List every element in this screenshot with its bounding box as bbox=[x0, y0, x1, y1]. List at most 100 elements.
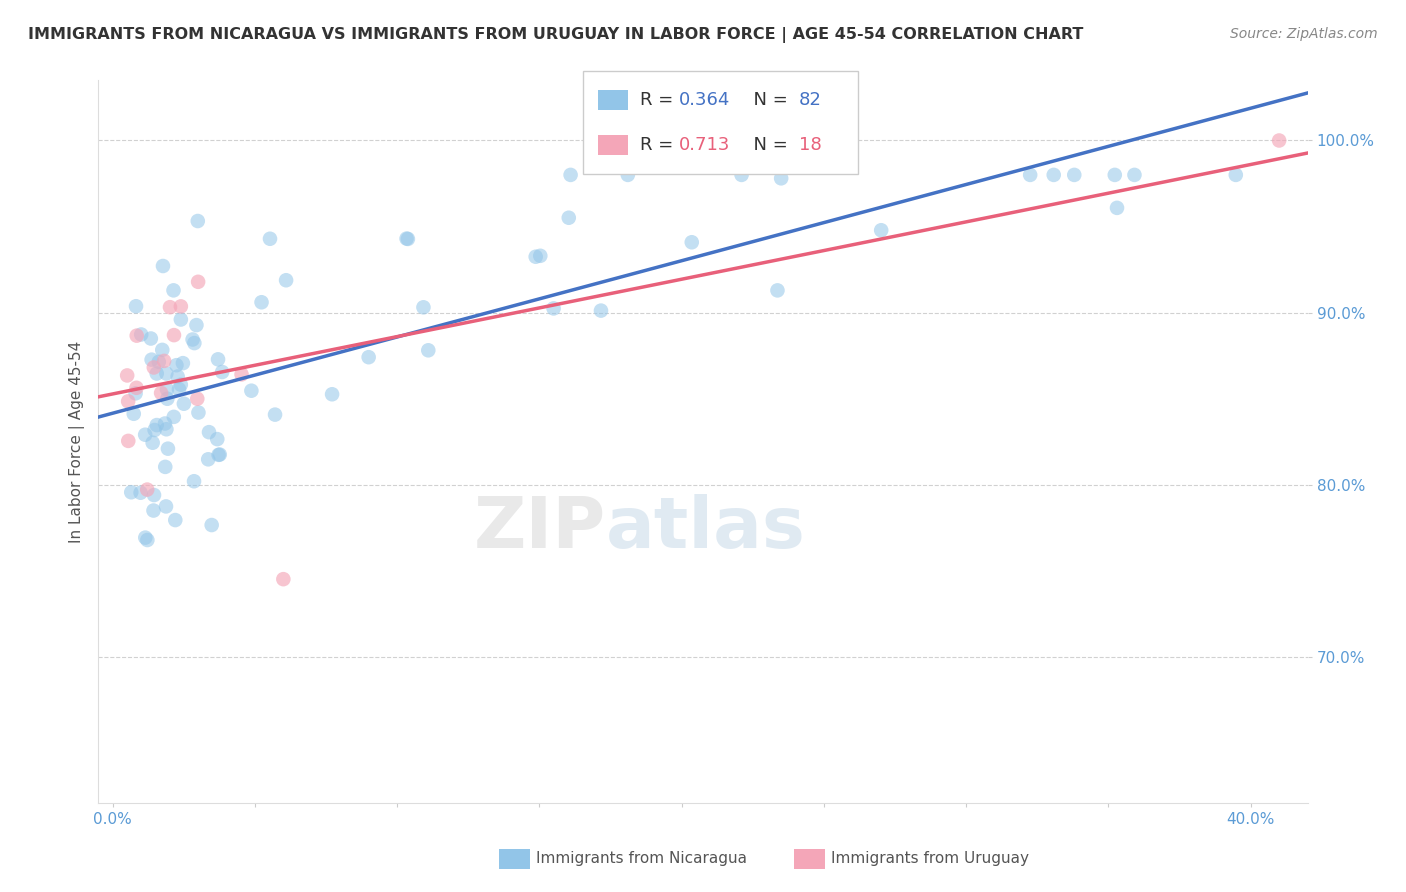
Text: IMMIGRANTS FROM NICARAGUA VS IMMIGRANTS FROM URUGUAY IN LABOR FORCE | AGE 45-54 : IMMIGRANTS FROM NICARAGUA VS IMMIGRANTS … bbox=[28, 27, 1084, 43]
Point bbox=[173, 397, 195, 411]
Point bbox=[197, 452, 219, 467]
Point bbox=[163, 409, 186, 424]
Point bbox=[187, 214, 209, 228]
Point bbox=[142, 360, 165, 375]
Text: Immigrants from Nicaragua: Immigrants from Nicaragua bbox=[536, 851, 747, 865]
Point bbox=[143, 488, 166, 502]
Point bbox=[1225, 168, 1247, 182]
Point bbox=[207, 448, 229, 462]
Point bbox=[165, 513, 187, 527]
Point bbox=[770, 171, 793, 186]
Point bbox=[1105, 201, 1128, 215]
Point bbox=[125, 299, 148, 313]
Point bbox=[142, 435, 165, 450]
Point bbox=[240, 384, 263, 398]
Point bbox=[129, 485, 152, 500]
Point bbox=[159, 300, 181, 314]
Point bbox=[1268, 133, 1291, 147]
Point bbox=[1019, 168, 1042, 182]
Point bbox=[125, 381, 148, 395]
Point bbox=[153, 354, 176, 368]
Point bbox=[1123, 168, 1146, 182]
Point bbox=[187, 405, 209, 419]
Point bbox=[145, 367, 167, 381]
Text: R =: R = bbox=[640, 136, 679, 154]
Point bbox=[558, 211, 581, 225]
Point bbox=[170, 377, 193, 392]
Point bbox=[117, 394, 139, 409]
Point bbox=[730, 168, 752, 182]
Point bbox=[153, 417, 176, 431]
Point bbox=[150, 386, 173, 401]
Point bbox=[183, 336, 205, 351]
Text: 82: 82 bbox=[799, 91, 821, 109]
Point bbox=[418, 343, 440, 358]
Point bbox=[134, 531, 156, 545]
Point bbox=[181, 333, 204, 347]
Point bbox=[264, 408, 287, 422]
Point bbox=[155, 500, 177, 514]
Point bbox=[117, 434, 139, 448]
Point bbox=[1042, 168, 1064, 182]
Point bbox=[274, 273, 297, 287]
Point bbox=[186, 318, 208, 332]
Point bbox=[125, 328, 148, 343]
Point bbox=[155, 422, 177, 436]
Point bbox=[543, 301, 565, 316]
Point bbox=[617, 168, 640, 182]
Point bbox=[201, 518, 224, 533]
Text: Source: ZipAtlas.com: Source: ZipAtlas.com bbox=[1230, 27, 1378, 41]
Point bbox=[143, 423, 166, 437]
Text: 18: 18 bbox=[799, 136, 821, 154]
Point bbox=[166, 369, 188, 384]
Text: Immigrants from Uruguay: Immigrants from Uruguay bbox=[831, 851, 1029, 865]
Point bbox=[207, 352, 229, 367]
Point bbox=[766, 284, 789, 298]
Point bbox=[163, 328, 186, 343]
Point bbox=[115, 368, 138, 383]
Point bbox=[170, 312, 193, 326]
Point bbox=[156, 392, 179, 406]
Point bbox=[357, 350, 380, 364]
Text: atlas: atlas bbox=[606, 494, 806, 563]
Point bbox=[155, 459, 177, 474]
Point bbox=[681, 235, 703, 250]
Point bbox=[412, 301, 434, 315]
Point bbox=[120, 485, 142, 500]
Point bbox=[529, 249, 551, 263]
Point bbox=[589, 303, 612, 318]
Point bbox=[139, 331, 162, 345]
Point bbox=[870, 223, 893, 237]
Point bbox=[207, 432, 229, 446]
Point bbox=[142, 503, 165, 517]
Point bbox=[129, 327, 152, 342]
Text: ZIP: ZIP bbox=[474, 494, 606, 563]
Point bbox=[136, 533, 159, 547]
Point bbox=[259, 232, 281, 246]
Text: N =: N = bbox=[742, 91, 794, 109]
Point bbox=[162, 284, 184, 298]
Point bbox=[170, 299, 193, 313]
Point bbox=[524, 250, 547, 264]
Point bbox=[156, 442, 179, 456]
Point bbox=[250, 295, 273, 310]
Point bbox=[172, 356, 194, 370]
Point bbox=[560, 168, 582, 182]
Text: 0.713: 0.713 bbox=[679, 136, 731, 154]
Text: N =: N = bbox=[742, 136, 794, 154]
Point bbox=[141, 352, 163, 367]
Point bbox=[122, 407, 145, 421]
Point bbox=[134, 427, 156, 442]
Point bbox=[148, 355, 170, 369]
Point bbox=[1104, 168, 1126, 182]
Point bbox=[136, 483, 159, 497]
Point bbox=[273, 572, 295, 586]
Point bbox=[231, 368, 253, 382]
Point bbox=[396, 232, 419, 246]
Point bbox=[186, 392, 208, 406]
Point bbox=[155, 367, 177, 381]
Y-axis label: In Labor Force | Age 45-54: In Labor Force | Age 45-54 bbox=[69, 341, 84, 542]
Text: R =: R = bbox=[640, 91, 679, 109]
Point bbox=[198, 425, 221, 439]
Point bbox=[152, 259, 174, 273]
